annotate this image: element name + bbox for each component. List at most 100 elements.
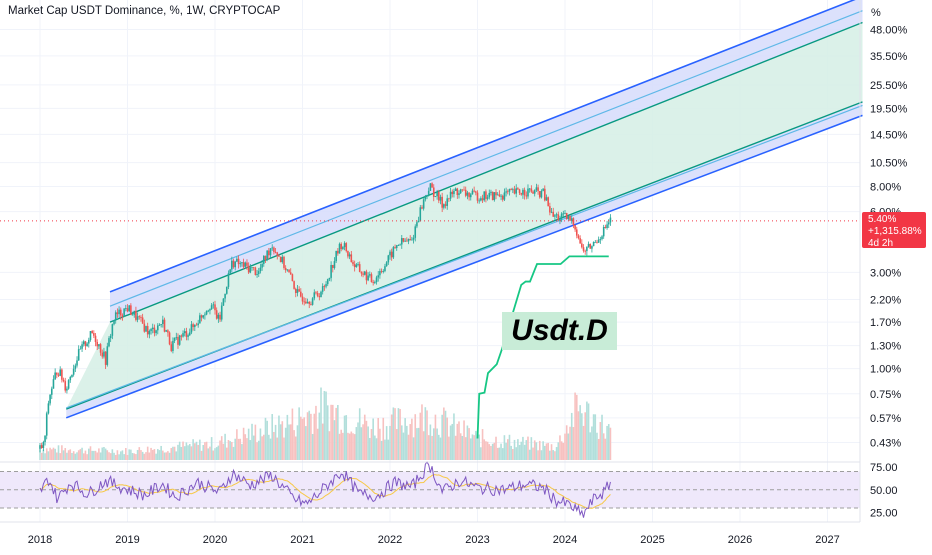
volume-bar [434, 414, 437, 460]
volume-bar [81, 447, 83, 460]
candle-body [278, 255, 280, 257]
volume-bar [262, 434, 265, 460]
candle-body [118, 309, 120, 315]
candle-body [56, 372, 58, 375]
candle-body [172, 340, 174, 351]
volume-bar [542, 441, 544, 460]
candle-body [219, 314, 221, 320]
candle-body [50, 388, 53, 395]
candle-body [567, 216, 570, 219]
candle-body [390, 251, 393, 258]
volume-bar [506, 439, 509, 460]
candle-body [284, 267, 287, 271]
candle-body [145, 326, 147, 332]
candle-body [57, 374, 60, 376]
volume-bar [340, 429, 343, 460]
volume-bar [384, 439, 386, 460]
volume-bar [239, 438, 242, 460]
volume-bar [535, 442, 538, 460]
candle-body [527, 188, 529, 197]
volume-bar [194, 443, 196, 460]
time-tick-label: 2022 [378, 534, 402, 546]
volume-bar [370, 429, 373, 460]
volume-bar [392, 407, 395, 460]
volume-bar [182, 441, 184, 460]
candle-body [347, 251, 349, 257]
volume-bar [362, 424, 364, 460]
candle-body [106, 346, 109, 365]
candle-body [259, 267, 262, 272]
volume-bar [153, 449, 156, 460]
candle-body [350, 254, 353, 263]
volume-bar [555, 447, 558, 460]
candle-body [271, 247, 274, 249]
price-tick-label: 19.50% [870, 103, 908, 115]
candle-body [602, 227, 605, 237]
volume-bar [431, 435, 433, 460]
channel-lower-band [66, 101, 863, 418]
volume-bar [249, 440, 252, 460]
volume-bar [242, 427, 245, 460]
volume-bar [448, 436, 450, 460]
volume-bar [325, 391, 327, 460]
volume-bar [252, 435, 255, 460]
usdt-d-annotation[interactable]: Usdt.D [502, 312, 617, 350]
volume-bar [146, 446, 149, 460]
candle-body [517, 188, 519, 190]
volume-bar [581, 413, 583, 460]
candle-body [498, 194, 501, 197]
candle-body [197, 323, 199, 326]
candle-body [49, 394, 51, 404]
volume-bar [382, 417, 385, 460]
volume-bar [269, 438, 272, 460]
candle-body [528, 188, 531, 190]
candle-body [42, 442, 45, 449]
volume-bar [318, 412, 321, 460]
volume-bar [424, 407, 427, 460]
volume-bar [165, 452, 168, 460]
volume-bar [406, 425, 408, 460]
price-tick-label: 48.00% [870, 25, 908, 37]
candle-body [555, 214, 558, 216]
volume-bar [212, 450, 215, 460]
candle-body [264, 255, 267, 260]
candle-body [310, 303, 312, 305]
volume-bar [513, 439, 516, 460]
candle-body [407, 239, 410, 242]
candle-body [404, 240, 406, 242]
candle-body [500, 195, 502, 197]
volume-bar [597, 438, 600, 460]
candle-body [313, 292, 316, 299]
volume-bar [76, 452, 78, 460]
candle-body [503, 192, 506, 200]
candle-body [382, 271, 385, 272]
candle-body [202, 315, 205, 318]
growth-line-layer [476, 255, 609, 439]
candle-body [591, 246, 593, 249]
volume-bar [557, 442, 560, 460]
volume-bar [464, 437, 467, 460]
candle-body [217, 314, 220, 319]
volume-bar [478, 434, 480, 460]
candle-body [592, 242, 595, 247]
volume-bar [365, 420, 368, 460]
candle-body [365, 271, 368, 281]
volume-bar [560, 441, 563, 460]
volume-bar [517, 439, 519, 460]
candle-body [606, 224, 608, 228]
candle-body [74, 365, 77, 369]
volume-bar [432, 428, 435, 460]
candle-body [360, 271, 363, 274]
volume-bar [99, 452, 102, 460]
candle-body [607, 222, 610, 225]
candle-body [39, 445, 41, 449]
volume-bar [518, 444, 521, 460]
candles-layer [0, 182, 860, 453]
candle-body [362, 273, 364, 275]
volume-bar [178, 441, 181, 460]
candle-body [478, 200, 480, 202]
volume-bar [308, 410, 311, 460]
candle-body [416, 222, 418, 227]
candle-body [101, 352, 104, 357]
